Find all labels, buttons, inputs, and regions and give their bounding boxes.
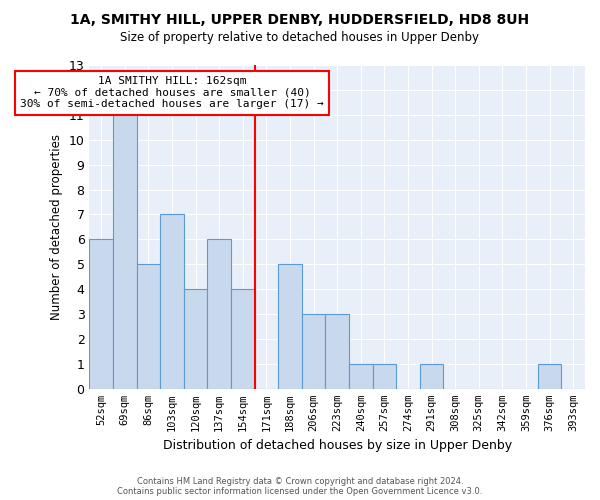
- Bar: [325, 314, 349, 389]
- Text: 1A, SMITHY HILL, UPPER DENBY, HUDDERSFIELD, HD8 8UH: 1A, SMITHY HILL, UPPER DENBY, HUDDERSFIE…: [70, 12, 530, 26]
- Bar: [208, 240, 231, 389]
- Y-axis label: Number of detached properties: Number of detached properties: [50, 134, 63, 320]
- X-axis label: Distribution of detached houses by size in Upper Denby: Distribution of detached houses by size …: [163, 440, 512, 452]
- Bar: [349, 364, 373, 389]
- Bar: [373, 364, 396, 389]
- Text: Contains public sector information licensed under the Open Government Licence v3: Contains public sector information licen…: [118, 487, 482, 496]
- Bar: [302, 314, 325, 389]
- Text: Size of property relative to detached houses in Upper Denby: Size of property relative to detached ho…: [121, 31, 479, 44]
- Bar: [160, 214, 184, 389]
- Text: 1A SMITHY HILL: 162sqm
← 70% of detached houses are smaller (40)
30% of semi-det: 1A SMITHY HILL: 162sqm ← 70% of detached…: [20, 76, 324, 110]
- Bar: [137, 264, 160, 389]
- Bar: [278, 264, 302, 389]
- Bar: [89, 240, 113, 389]
- Bar: [538, 364, 562, 389]
- Bar: [231, 289, 254, 389]
- Bar: [184, 289, 208, 389]
- Bar: [113, 115, 137, 389]
- Bar: [420, 364, 443, 389]
- Text: Contains HM Land Registry data © Crown copyright and database right 2024.: Contains HM Land Registry data © Crown c…: [137, 478, 463, 486]
